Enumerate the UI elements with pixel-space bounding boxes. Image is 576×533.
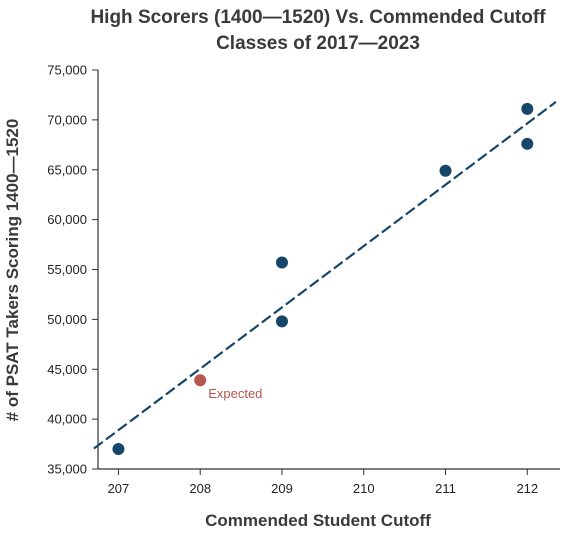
x-tick-label: 210 <box>353 481 375 496</box>
expected-point <box>194 374 207 387</box>
y-tick-label: 70,000 <box>47 112 87 127</box>
x-tick-label: 207 <box>108 481 130 496</box>
x-tick-label: 209 <box>271 481 293 496</box>
x-axis-title: Commended Student Cutoff <box>205 511 431 530</box>
y-tick-label: 40,000 <box>47 412 87 427</box>
data-point <box>439 164 452 177</box>
chart-title: High Scorers (1400—1520) Vs. Commended C… <box>90 7 546 28</box>
expected-label: Expected <box>208 386 262 401</box>
data-marks: Expected <box>93 101 557 456</box>
y-tick-label: 60,000 <box>47 212 87 227</box>
y-tick-label: 65,000 <box>47 162 87 177</box>
axes <box>97 70 560 470</box>
y-tick-label: 50,000 <box>47 312 87 327</box>
chart-subtitle: Classes of 2017—2023 <box>216 33 420 54</box>
trendline <box>93 101 557 450</box>
data-point <box>521 102 534 115</box>
data-point <box>275 315 288 328</box>
y-tick-label: 75,000 <box>47 63 87 78</box>
y-tick-label: 35,000 <box>47 462 87 477</box>
ticks: 35,000 40,000 45,000 50,000 55,000 60,000 65,0… <box>47 63 538 497</box>
y-axis-title: # of PSAT Takers Scoring 1400—1520 <box>3 119 22 422</box>
data-point <box>112 443 125 456</box>
data-point <box>521 137 534 150</box>
x-tick-label: 212 <box>516 481 538 496</box>
x-tick-label: 208 <box>189 481 211 496</box>
y-tick-label: 55,000 <box>47 262 87 277</box>
y-tick-label: 45,000 <box>47 362 87 377</box>
data-point <box>275 256 288 269</box>
x-tick-label: 211 <box>435 481 456 496</box>
